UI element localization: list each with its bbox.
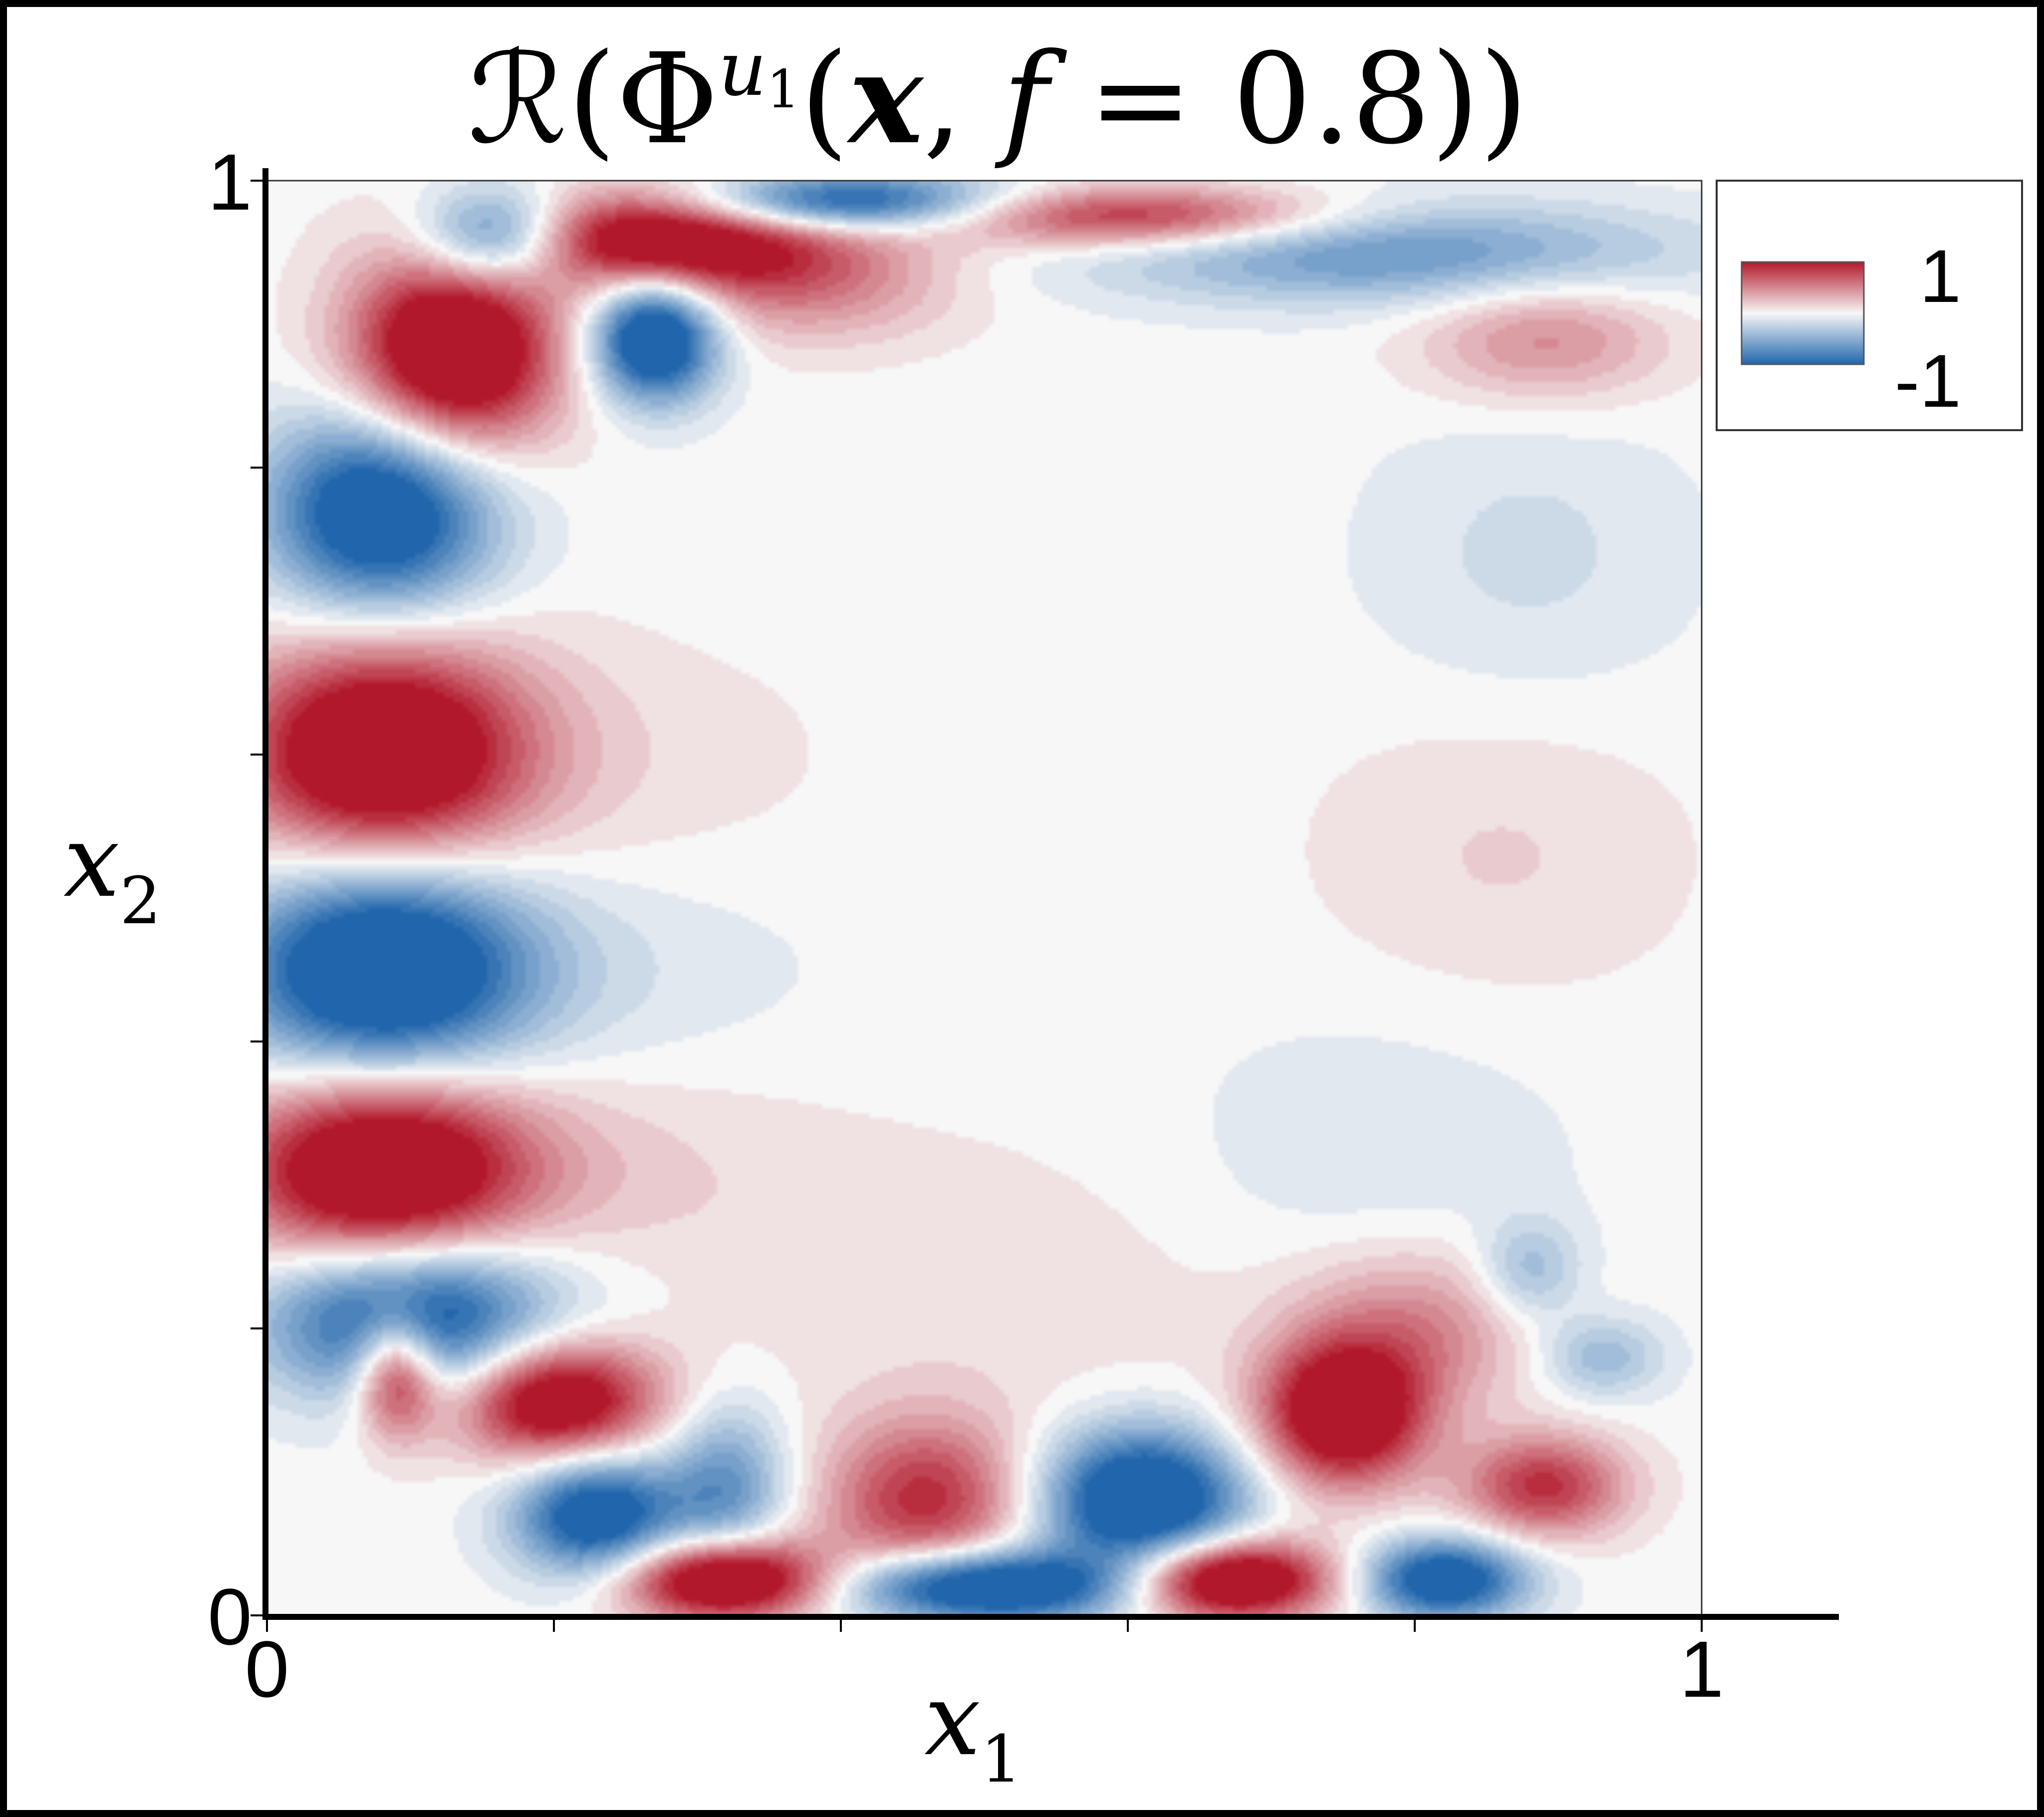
colorbar — [1741, 261, 1865, 365]
x-axis-label: x1 — [924, 1662, 1022, 1797]
chart-title: ℛ(Φu1(x, f = 0.8)) — [468, 25, 1529, 172]
y-tick-label: 1 — [208, 137, 252, 227]
colorbar-legend: 1 -1 — [1716, 180, 2023, 431]
colorbar-min-label: -1 — [1895, 339, 1961, 423]
y-tick-label: 0 — [208, 1572, 252, 1661]
y-axis-label: x2 — [63, 803, 161, 939]
colorbar-max-label: 1 — [1920, 234, 1961, 318]
heatmap-field — [267, 181, 1702, 1615]
y-ticks: 01 — [208, 137, 265, 1661]
x-tick-label: 0 — [245, 1624, 289, 1714]
x-tick-label: 1 — [1680, 1624, 1724, 1714]
